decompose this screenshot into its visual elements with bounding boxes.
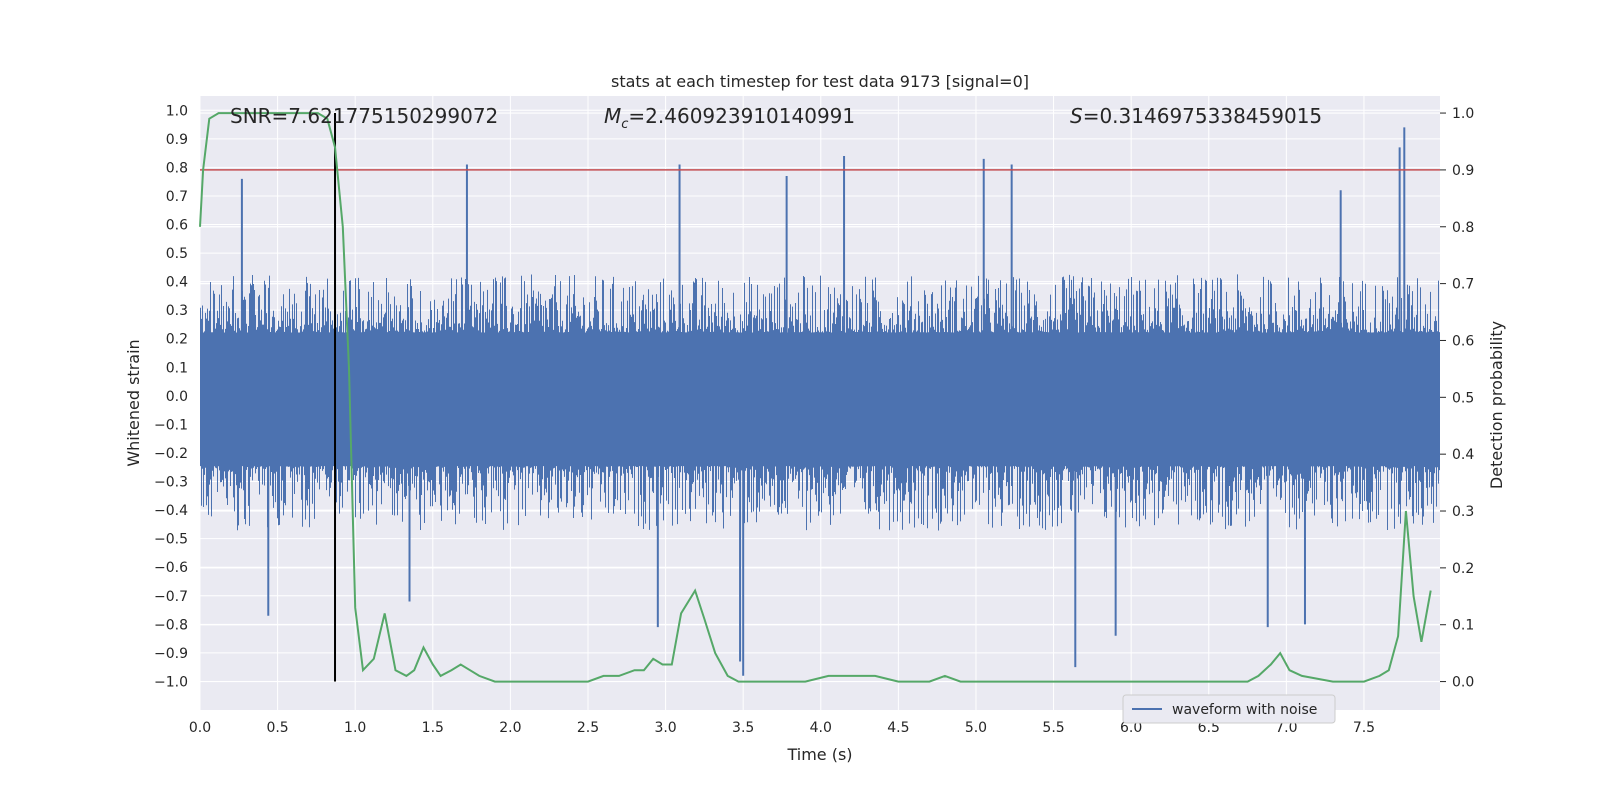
s-symbol: S [1070, 104, 1083, 128]
x-tick-label: 6.0 [1120, 720, 1142, 736]
y-tick-label: 0.9 [166, 132, 188, 148]
chirp-mass-subscript: c [621, 117, 628, 132]
x-axis-label: Time (s) [786, 745, 852, 764]
x-tick-label: 5.5 [1042, 720, 1064, 736]
x-tick-label: 7.0 [1275, 720, 1297, 736]
x-tick-label: 5.0 [965, 720, 987, 736]
y2-tick-label: 0.7 [1452, 277, 1474, 293]
snr-annotation: SNR=7.621775150299072 [230, 104, 498, 128]
x-tick-label: 2.0 [499, 720, 521, 736]
y-tick-label: −0.4 [154, 503, 188, 519]
x-tick-label: 6.5 [1198, 720, 1220, 736]
x-tick-label: 1.0 [344, 720, 366, 736]
legend-label: waveform with noise [1172, 702, 1317, 718]
x-tick-label: 4.5 [887, 720, 909, 736]
legend-box [1122, 694, 1336, 724]
y-axis-label: Whitened strain [124, 339, 143, 466]
x-tick-label: 3.0 [654, 720, 676, 736]
chirp-mass-value: =2.460923910140991 [628, 104, 855, 128]
y-tick-label: 0.8 [166, 160, 188, 176]
y2-tick-label: 1.0 [1452, 106, 1474, 122]
y-tick-label: −0.2 [154, 446, 188, 462]
y-tick-label: 0.0 [166, 389, 188, 405]
x-tick-label: 4.0 [810, 720, 832, 736]
y-tick-label: 0.4 [166, 275, 188, 291]
s-value: =0.3146975338459015 [1083, 104, 1322, 128]
chirp-mass-annotation: Mc=2.460923910140991 [604, 104, 855, 132]
chart-title: stats at each timestep for test data 917… [611, 72, 1029, 91]
y2-axis-ticks: 1.0 0.9 0.8 0.7 0.6 0.5 0.4 0.3 0.2 0.1 0.0 [1440, 106, 1474, 691]
y-tick-label: 0.5 [166, 246, 188, 262]
x-tick-label: 2.5 [577, 720, 599, 736]
y-tick-label: 0.3 [166, 303, 188, 319]
y2-axis-label: Detection probability [1487, 321, 1506, 489]
y-tick-label: 0.6 [166, 218, 188, 234]
y2-tick-label: 0.0 [1452, 675, 1474, 691]
x-tick-label: 1.5 [422, 720, 444, 736]
waveform-series [200, 127, 1440, 676]
y2-tick-label: 0.4 [1452, 447, 1474, 463]
y-tick-label: −1.0 [154, 674, 188, 690]
y2-tick-label: 0.8 [1452, 220, 1474, 236]
s-annotation: S=0.3146975338459015 [1070, 104, 1322, 128]
y-tick-label: 0.1 [166, 360, 188, 376]
legend: waveform with noise [1122, 694, 1336, 724]
y2-tick-label: 0.5 [1452, 390, 1474, 406]
y2-tick-label: 0.2 [1452, 561, 1474, 577]
y-tick-label: −0.1 [154, 417, 188, 433]
y-tick-label: 1.0 [166, 103, 188, 119]
y-tick-label: −0.8 [154, 617, 188, 633]
y-tick-label: 0.2 [166, 332, 188, 348]
x-tick-label: 0.0 [189, 720, 211, 736]
y-tick-label: −0.6 [154, 560, 188, 576]
y-tick-label: −0.7 [154, 589, 188, 605]
y-tick-label: −0.9 [154, 646, 188, 662]
x-tick-label: 3.5 [732, 720, 754, 736]
x-axis-ticks: 0.0 0.5 1.0 1.5 2.0 2.5 3.0 3.5 4.0 4.5 5.0 5.5 6.0 6… [189, 720, 1375, 736]
probability-series-line [199, 112, 1432, 683]
y-tick-label: −0.5 [154, 532, 188, 548]
y2-tick-label: 0.9 [1452, 163, 1474, 179]
x-tick-label: 0.5 [266, 720, 288, 736]
y-tick-label: 0.7 [166, 189, 188, 205]
x-tick-label: 7.5 [1353, 720, 1375, 736]
y2-tick-label: 0.3 [1452, 504, 1474, 520]
y-axis-ticks: 1.0 0.9 0.8 0.7 0.6 0.5 0.4 0.3 0.2 0.1 0.0 −0.1 −0.… [154, 103, 188, 690]
y-tick-label: −0.3 [154, 475, 188, 491]
chirp-mass-symbol: M [604, 104, 621, 128]
y2-tick-label: 0.6 [1452, 333, 1474, 349]
y2-tick-label: 0.1 [1452, 618, 1474, 634]
